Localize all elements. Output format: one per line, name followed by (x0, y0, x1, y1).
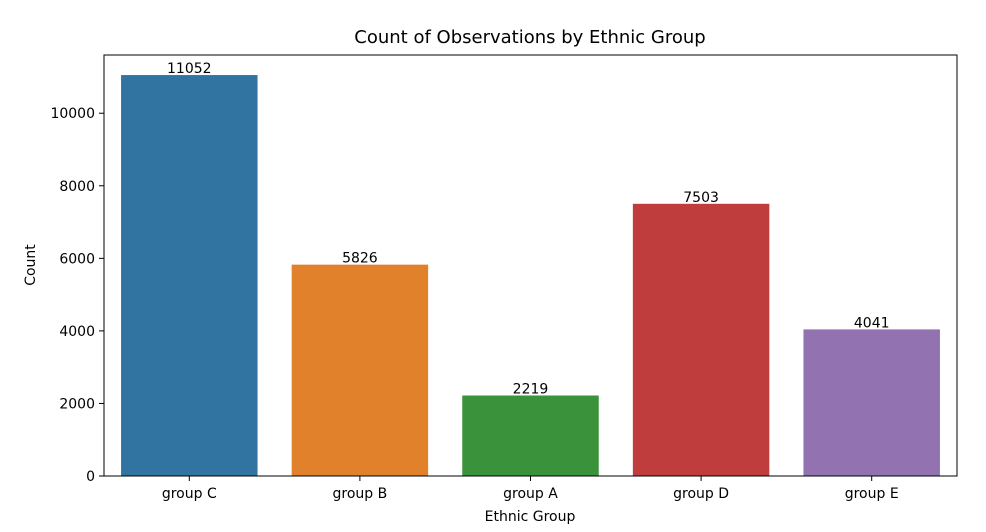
data-label: 5826 (342, 251, 378, 267)
x-axis-label: Ethnic Group (485, 509, 576, 525)
data-label: 7503 (683, 190, 719, 206)
bar-group-b (291, 264, 429, 476)
y-tick-label: 0 (86, 469, 95, 485)
bar-group-c (121, 75, 258, 476)
x-tick-label: group C (162, 486, 217, 502)
bar-group-e (803, 329, 940, 476)
data-labels-layer: 11052 5826 2219 7503 4041 (167, 61, 889, 397)
bar-group-d (632, 203, 770, 476)
bars-layer (121, 75, 940, 476)
data-label: 4041 (854, 315, 890, 331)
y-axis: 0 2000 4000 6000 8000 10000 (50, 106, 104, 485)
bar-group-a (462, 395, 599, 476)
y-tick-label: 6000 (59, 251, 95, 267)
data-label: 11052 (167, 61, 212, 77)
y-axis-label: Count (23, 244, 39, 286)
x-axis: group C group B group A group D group E (162, 476, 899, 502)
chart-title: Count of Observations by Ethnic Group (354, 27, 705, 48)
x-tick-label: group E (845, 486, 899, 502)
y-tick-label: 4000 (59, 324, 95, 340)
y-tick-label: 10000 (50, 106, 95, 122)
plot-frame (103, 54, 958, 477)
x-tick-label: group A (503, 486, 558, 502)
x-tick-label: group D (673, 486, 729, 502)
y-tick-label: 2000 (59, 396, 95, 412)
y-tick-label: 8000 (59, 179, 95, 195)
x-tick-label: group B (333, 486, 388, 502)
data-label: 2219 (513, 382, 549, 398)
